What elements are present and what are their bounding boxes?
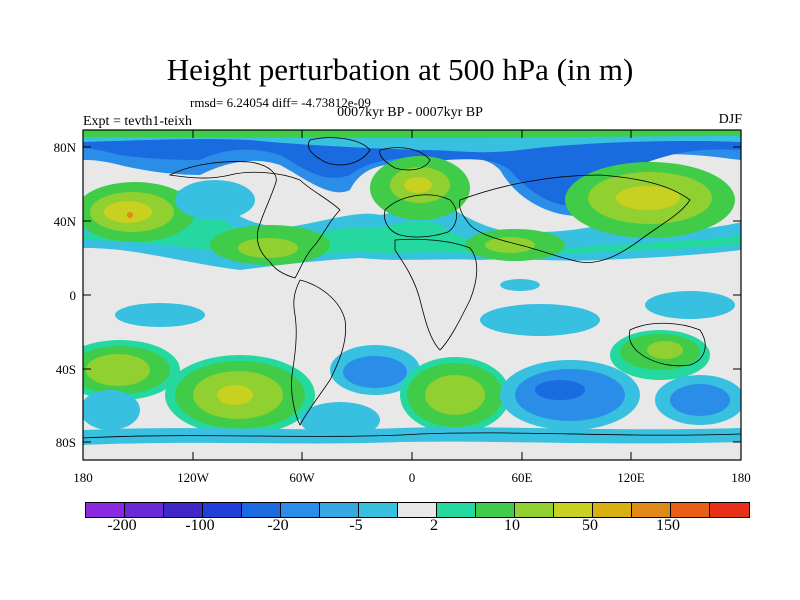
stats-label: rmsd= 6.24054 diff= -4.73812e-09 [190, 95, 371, 110]
lon-label-60w: 60W [289, 470, 315, 485]
coastlines [83, 137, 741, 439]
colorbar-label: -200 [107, 517, 137, 534]
lon-label-180w: 180 [73, 470, 93, 485]
colorbar-label: -100 [185, 517, 215, 534]
colorbar-label: -20 [267, 517, 289, 534]
plot-title: Height perturbation at 500 hPa (in m) [166, 52, 634, 87]
axis-ticks [83, 130, 741, 460]
colorbar-swatch [203, 503, 242, 517]
colorbar-swatch [437, 503, 476, 517]
colorbar-swatch [359, 503, 398, 517]
colorbar-swatch [164, 503, 203, 517]
lon-label-120w: 120W [177, 470, 209, 485]
period-label: 0007kyr BP - 0007kyr BP [337, 105, 483, 120]
colorbar-label: 150 [656, 517, 680, 534]
colorbar-swatch [671, 503, 710, 517]
lon-label-0: 0 [408, 470, 416, 485]
colorbar-swatch [593, 503, 632, 517]
season-label: DJF [718, 112, 742, 127]
colorbar-label: 2 [430, 517, 438, 534]
colorbar-swatch [125, 503, 164, 517]
colorbar-swatch [710, 503, 749, 517]
colorbar-swatch [86, 503, 125, 517]
colorbar-label: 10 [504, 517, 520, 534]
lon-label-180e: 180 [731, 470, 751, 485]
colorbar-swatch [242, 503, 281, 517]
colorbar-swatch [515, 503, 554, 517]
colorbar-swatch [398, 503, 437, 517]
contour-field [83, 130, 741, 460]
lat-label-40s: 40S [55, 362, 76, 377]
colorbar-swatch [476, 503, 515, 517]
lat-label-0: 0 [69, 288, 77, 303]
colorbar-label: 50 [582, 517, 598, 534]
lat-label-80n: 80N [53, 140, 76, 155]
lat-label-40n: 40N [53, 214, 76, 229]
experiment-label: Expt = tevth1-teixh [83, 114, 192, 129]
colorbar-swatch [281, 503, 320, 517]
colorbar-label: -5 [349, 517, 363, 534]
lon-label-60e: 60E [511, 470, 533, 485]
colorbar-swatch [632, 503, 671, 517]
colorbar [85, 502, 750, 518]
lat-label-80s: 80S [55, 435, 76, 450]
lon-label-120e: 120E [617, 470, 645, 485]
colorbar-swatch [320, 503, 359, 517]
colorbar-swatch [554, 503, 593, 517]
